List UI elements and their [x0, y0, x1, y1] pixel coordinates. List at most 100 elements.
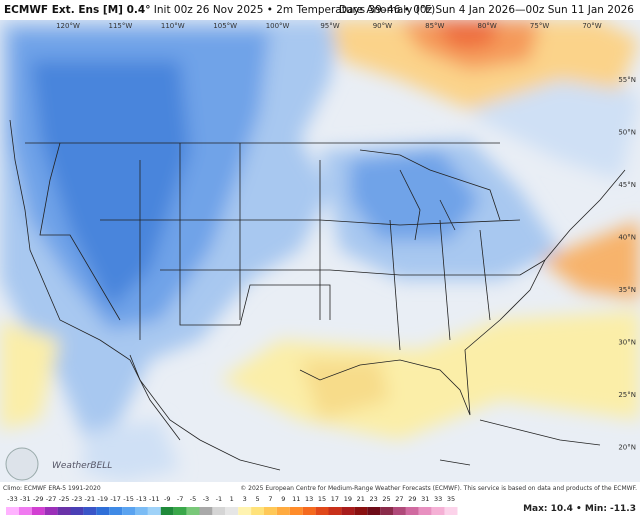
colorbar-label: 11 — [292, 495, 300, 503]
header: ECMWF Ext. Ens [M] 0.4° Init 00z 26 Nov … — [0, 0, 640, 20]
colorbar-swatch — [341, 507, 355, 515]
colorbar-label: 29 — [408, 495, 416, 503]
colorbar-swatch — [212, 507, 226, 515]
colorbar-label: -5 — [190, 495, 196, 503]
colorbar-swatch — [57, 507, 71, 515]
colorbar-label: 17 — [331, 495, 339, 503]
colorbar-swatch — [444, 507, 458, 515]
lat-label: 45°N — [618, 181, 636, 189]
colorbar-label: -15 — [123, 495, 134, 503]
colorbar-swatch — [328, 507, 342, 515]
lat-label: 25°N — [618, 391, 636, 399]
colorbar-label: -17 — [110, 495, 121, 503]
colorbar-swatch — [238, 507, 252, 515]
lon-label: 85°W — [425, 22, 444, 30]
colorbar-label: 21 — [357, 495, 365, 503]
colorbar-swatch — [276, 507, 290, 515]
header-right: Days 39–46 • 00z Sun 4 Jan 2026—00z Sun … — [338, 4, 634, 16]
logo-globe — [5, 447, 39, 481]
colorbar-swatch — [31, 507, 45, 515]
colorbar-swatch — [367, 507, 381, 515]
lon-label: 90°W — [373, 22, 392, 30]
colorbar-label: -31 — [20, 495, 31, 503]
lon-labels: 120°W 115°W 110°W 105°W 100°W 95°W 90°W 85°W 80°… — [56, 22, 602, 30]
colorbar-swatch — [264, 507, 277, 515]
subtitle: Init 00z 26 Nov 2025 • 2m Temperature An… — [153, 4, 436, 16]
title: ECMWF Ext. Ens [M] 0.4° — [4, 4, 151, 16]
colorbar-swatch — [302, 507, 316, 515]
colorbar-label: 19 — [344, 495, 352, 503]
colorbar-swatch — [393, 507, 406, 515]
colorbar-swatch — [405, 507, 419, 515]
colorbar-swatch — [186, 507, 200, 515]
colorbar-swatch — [160, 507, 174, 515]
lat-label: 40°N — [618, 234, 636, 242]
lat-label: 50°N — [618, 129, 636, 137]
colorbar-label: 3 — [243, 495, 247, 503]
colorbar-label: -23 — [72, 495, 83, 503]
colorbar-label: -7 — [177, 495, 183, 503]
lon-label: 95°W — [320, 22, 339, 30]
colorbar-label: 15 — [318, 495, 326, 503]
colorbar-label: 5 — [255, 495, 259, 503]
colorbar-swatch — [6, 507, 19, 515]
colorbar-swatch — [147, 507, 161, 515]
colorbar-label: 7 — [268, 495, 272, 503]
lon-label: 80°W — [478, 22, 497, 30]
colorbar-swatch — [70, 507, 84, 515]
lon-label: 100°W — [266, 22, 290, 30]
colorbar-swatch — [380, 507, 393, 515]
colorbar-swatch — [289, 507, 303, 515]
anomaly-field — [0, 20, 640, 482]
colorbar-label: 35 — [447, 495, 455, 503]
colorbar-swatch — [96, 507, 110, 515]
colorbar-swatch — [122, 507, 135, 515]
lon-label: 115°W — [109, 22, 133, 30]
copyright: © 2025 European Centre for Medium-Range … — [240, 485, 637, 492]
colorbar-swatch — [225, 507, 239, 515]
lon-label: 70°W — [582, 22, 601, 30]
colorbar-swatch — [431, 507, 445, 515]
colorbar-label: -11 — [149, 495, 160, 503]
colorbar-swatch — [109, 507, 123, 515]
colorbar-swatch — [173, 507, 187, 515]
lon-label: 75°W — [530, 22, 549, 30]
lat-label: 20°N — [618, 444, 636, 452]
colorbar-swatch — [18, 507, 32, 515]
colorbar-label: 27 — [395, 495, 403, 503]
colorbar-label: 13 — [305, 495, 313, 503]
colorbar-label: -9 — [164, 495, 170, 503]
colorbar-swatch — [354, 507, 368, 515]
colorbar-label: 31 — [421, 495, 429, 503]
colorbar-label: -13 — [136, 495, 147, 503]
colorbar-label: -1 — [216, 495, 222, 503]
logo-text: WeatherBELL — [52, 461, 112, 471]
colorbar-label: 1 — [230, 495, 234, 503]
logo: WeatherBELL — [5, 447, 112, 481]
header-left: ECMWF Ext. Ens [M] 0.4° Init 00z 26 Nov … — [4, 0, 435, 20]
lon-label: 105°W — [213, 22, 237, 30]
colorbar-swatch — [315, 507, 329, 515]
lat-label: 55°N — [618, 76, 636, 84]
max-min: Max: 10.4 • Min: -11.3 — [523, 504, 636, 514]
colorbar-label: 9 — [281, 495, 285, 503]
map: WeatherBELL 120°W 115°W 110°W 105°W 100°W 95°… — [0, 20, 640, 515]
colorbar-swatch — [418, 507, 432, 515]
colorbar: -33 -31 -29 -27 -25 -23 -21 -19 -17 -15 -13 -11 -9 -7… — [6, 495, 458, 515]
colorbar-swatch — [199, 507, 213, 515]
lat-label: 35°N — [618, 286, 636, 294]
colorbar-label: -33 — [7, 495, 18, 503]
climo-note: Climo: ECMWF ERA-5 1991-2020 — [3, 485, 101, 492]
colorbar-label: 23 — [370, 495, 378, 503]
lat-labels: 55°N 50°N 45°N 40°N 35°N 30°N 25°N 20°N — [618, 76, 636, 452]
colorbar-swatch — [251, 507, 264, 515]
colorbar-swatch — [135, 507, 148, 515]
colorbar-label: 25 — [382, 495, 390, 503]
colorbar-label: -3 — [203, 495, 209, 503]
colorbar-label: -25 — [59, 495, 70, 503]
colorbar-swatch — [44, 507, 58, 515]
colorbar-swatch — [83, 507, 97, 515]
colorbar-label: -21 — [85, 495, 96, 503]
colorbar-label: -29 — [33, 495, 44, 503]
